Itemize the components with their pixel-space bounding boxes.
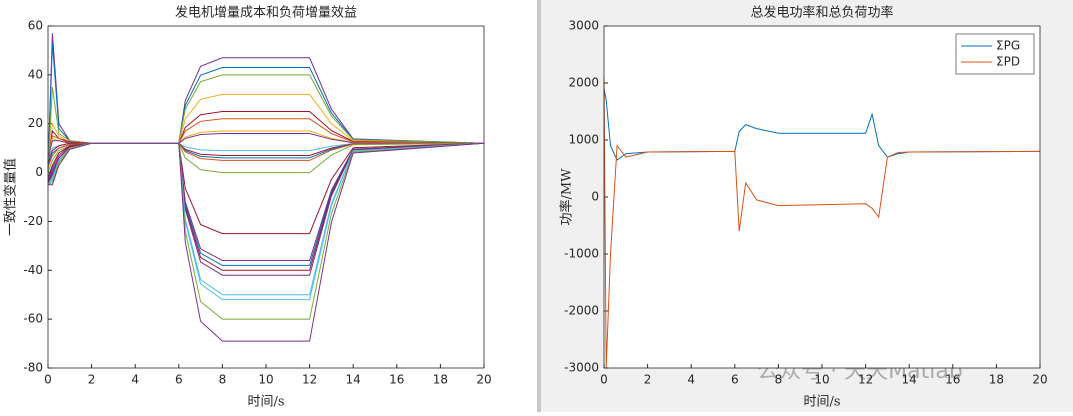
x-tick-label: 18 [989,373,1004,387]
series-line [47,133,485,159]
x-tick-label: 18 [433,373,448,387]
x-tick-label: 2 [88,373,96,387]
series-line [47,118,485,161]
x-tick-label: 12 [302,373,317,387]
x-tick-label: 6 [731,373,739,387]
x-tick-label: 20 [476,373,491,387]
x-tick-label: 0 [44,373,52,387]
series-line [47,142,485,174]
x-tick-label: 20 [1032,373,1047,387]
y-tick-label: 0 [35,165,43,179]
x-tick-label: 16 [945,373,960,387]
x-axis-label: 时间/s [803,395,840,410]
series-line [47,142,485,235]
series-line [47,142,485,168]
y-tick-label: -60 [23,312,43,326]
x-tick-label: 10 [814,373,829,387]
y-tick-label: -20 [23,214,43,228]
y-tick-label: -3000 [564,361,599,375]
x-tick-label: 16 [389,373,404,387]
y-tick-label: 1000 [568,133,599,147]
y-tick-label: 40 [28,67,43,81]
x-tick-label: 0 [600,373,608,387]
y-tick-label: -2000 [564,304,599,318]
x-tick-label: 2 [644,373,652,387]
y-tick-label: 2000 [568,76,599,90]
divider [537,0,541,412]
y-tick-label: -1000 [564,247,599,261]
y-axis-label: 一致性变量值 [3,158,19,236]
legend-label: ΣPD [996,55,1020,69]
axes-box [603,25,1041,369]
legend-label: ΣPG [996,39,1020,53]
axes-box [47,25,485,369]
plot-area [48,26,484,368]
plot-area [604,26,1040,368]
x-tick-label: 4 [687,373,695,387]
x-tick-label: 14 [346,373,361,387]
y-tick-label: 0 [591,190,599,204]
y-tick-label: -80 [23,361,43,375]
y-tick-label: 20 [28,116,43,130]
series-line [603,77,1041,369]
x-tick-label: 4 [131,373,139,387]
x-tick-label: 8 [775,373,783,387]
x-tick-label: 6 [175,373,183,387]
y-tick-label: 60 [28,19,43,33]
series-line [47,43,485,173]
series-line [47,142,485,320]
y-tick-label: 3000 [568,19,599,33]
series-line [47,93,485,166]
x-tick-label: 8 [219,373,227,387]
y-axis-label: 功率/MW [559,168,575,226]
x-tick-label: 14 [902,373,917,387]
y-tick-label: -40 [23,263,43,277]
chart-title: 总发电功率和总负荷功率 [750,5,893,21]
x-axis-label: 时间/s [247,395,284,410]
x-tick-label: 12 [858,373,873,387]
legend-box [955,33,1035,75]
series-line [47,74,485,171]
series-line [47,142,485,163]
series-line [48,142,485,342]
chart-title: 发电机增量成本和负荷增量效益 [175,5,357,21]
x-tick-label: 10 [258,373,273,387]
